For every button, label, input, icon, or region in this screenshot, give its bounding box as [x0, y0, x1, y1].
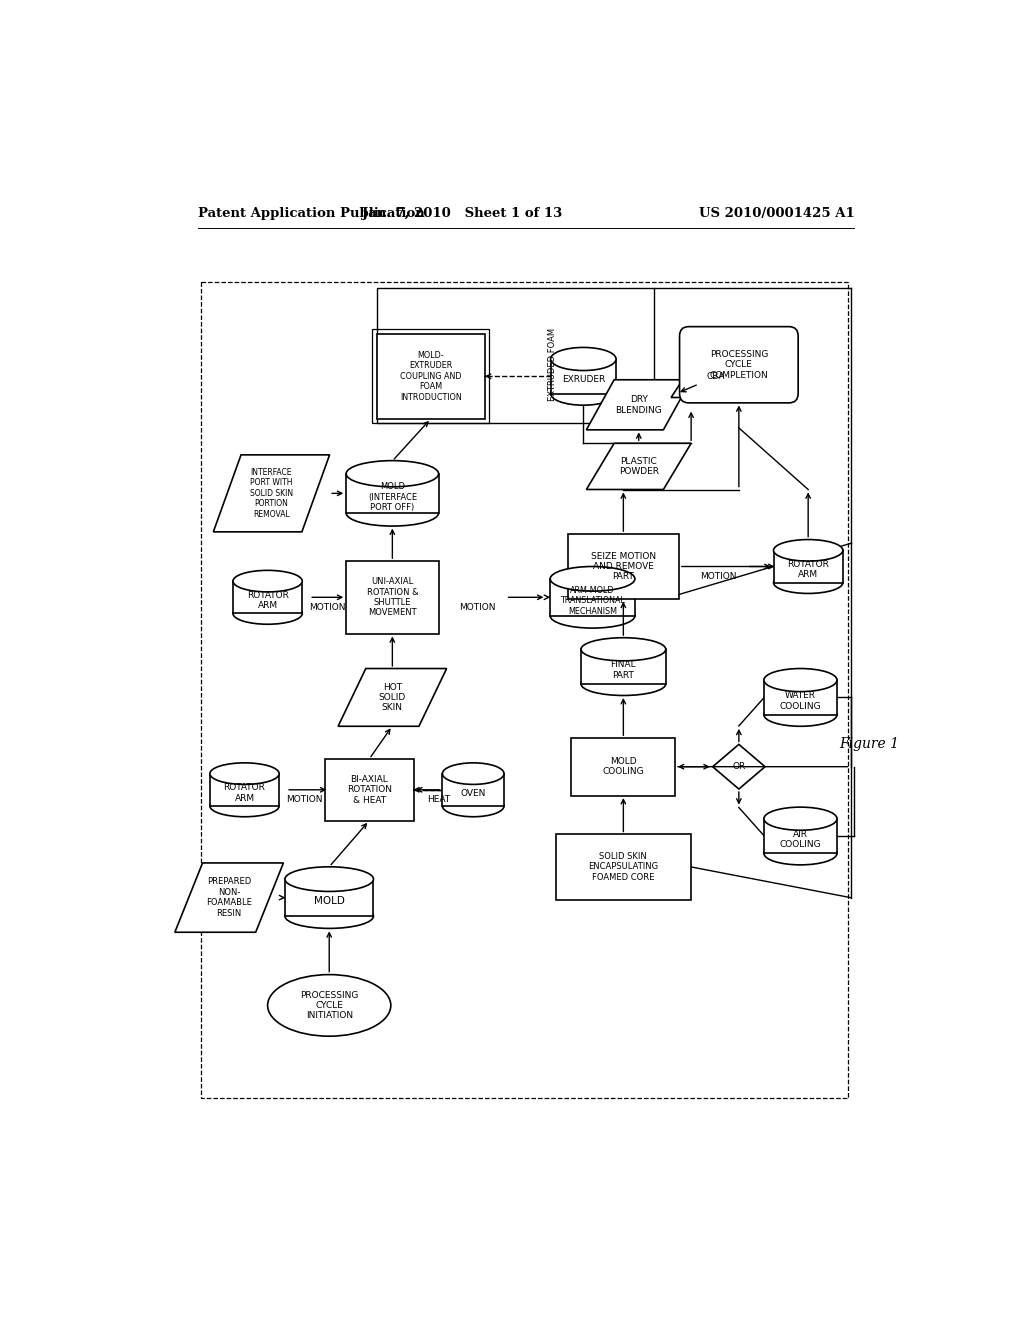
- Text: ROTATOR
ARM: ROTATOR ARM: [787, 560, 829, 579]
- Ellipse shape: [764, 668, 837, 692]
- Ellipse shape: [442, 795, 504, 817]
- Ellipse shape: [764, 842, 837, 865]
- Text: EXTRUDED FOAM: EXTRUDED FOAM: [548, 329, 557, 401]
- Ellipse shape: [267, 974, 391, 1036]
- Text: CBA: CBA: [707, 372, 725, 380]
- Bar: [233, 581, 302, 614]
- Ellipse shape: [581, 672, 666, 696]
- Bar: [581, 649, 666, 684]
- Ellipse shape: [233, 570, 302, 591]
- Polygon shape: [587, 380, 691, 430]
- Polygon shape: [175, 863, 284, 932]
- Ellipse shape: [764, 807, 837, 830]
- Text: HOT
SOLID
SKIN: HOT SOLID SKIN: [379, 682, 406, 713]
- Ellipse shape: [550, 603, 635, 628]
- Polygon shape: [587, 444, 691, 490]
- Text: SOLID SKIN
ENCAPSULATING
FOAMED CORE: SOLID SKIN ENCAPSULATING FOAMED CORE: [589, 851, 658, 882]
- Bar: [285, 879, 374, 916]
- Text: Figure 1: Figure 1: [839, 737, 899, 751]
- Polygon shape: [713, 744, 765, 789]
- Polygon shape: [213, 455, 330, 532]
- Text: MOTION: MOTION: [309, 603, 346, 611]
- Text: MOLD: MOLD: [313, 896, 345, 907]
- Ellipse shape: [346, 461, 438, 487]
- Bar: [210, 774, 280, 807]
- Ellipse shape: [773, 572, 843, 594]
- Bar: [373, 330, 489, 424]
- Text: PREPARED
NON-
FOAMABLE
RESIN: PREPARED NON- FOAMABLE RESIN: [206, 878, 252, 917]
- Ellipse shape: [210, 795, 280, 817]
- Bar: [764, 818, 837, 853]
- Text: FINAL
PART: FINAL PART: [610, 660, 636, 680]
- Bar: [764, 680, 837, 714]
- Text: UNI-AXIAL
ROTATION &
SHUTTLE
MOVEMENT: UNI-AXIAL ROTATION & SHUTTLE MOVEMENT: [367, 577, 418, 618]
- Text: ROTATOR
ARM: ROTATOR ARM: [223, 783, 265, 803]
- Ellipse shape: [551, 381, 616, 405]
- Bar: [377, 334, 484, 418]
- Text: PROCESSING
CYCLE
INITIATION: PROCESSING CYCLE INITIATION: [300, 990, 358, 1020]
- Ellipse shape: [442, 763, 504, 784]
- Text: INTERFACE
PORT WITH
SOLID SKIN
PORTION
REMOVAL: INTERFACE PORT WITH SOLID SKIN PORTION R…: [250, 469, 293, 519]
- Bar: [567, 533, 679, 599]
- Text: MOTION: MOTION: [286, 796, 323, 804]
- Text: ARM-MOLD
TRANSLATIONAL
MECHANISM: ARM-MOLD TRANSLATIONAL MECHANISM: [560, 586, 625, 616]
- Text: EXRUDER: EXRUDER: [562, 375, 605, 384]
- Ellipse shape: [551, 347, 616, 371]
- Bar: [550, 578, 635, 615]
- Polygon shape: [671, 355, 761, 397]
- Text: PLASTIC
POWDER: PLASTIC POWDER: [618, 457, 658, 477]
- Text: PROCESSING
CYCLE
COMPLETION: PROCESSING CYCLE COMPLETION: [710, 350, 768, 380]
- Text: OR: OR: [732, 762, 745, 771]
- Text: MOTION: MOTION: [460, 603, 496, 611]
- Bar: [346, 561, 438, 634]
- Text: US 2010/0001425 A1: US 2010/0001425 A1: [698, 207, 854, 220]
- Text: DRY
BLENDING: DRY BLENDING: [615, 395, 663, 414]
- Text: ROTATOR
ARM: ROTATOR ARM: [247, 591, 289, 610]
- Text: MOLD-
EXTRUDER
COUPLING AND
FOAM
INTRODUCTION: MOLD- EXTRUDER COUPLING AND FOAM INTRODU…: [400, 351, 462, 401]
- Ellipse shape: [581, 638, 666, 661]
- Ellipse shape: [346, 500, 438, 527]
- FancyBboxPatch shape: [680, 326, 798, 403]
- Text: MOLD
(INTERFACE
PORT OFF): MOLD (INTERFACE PORT OFF): [368, 482, 417, 512]
- Text: WATER
COOLING: WATER COOLING: [779, 692, 821, 710]
- Bar: [202, 281, 848, 1098]
- Polygon shape: [338, 668, 446, 726]
- Text: Jan. 7, 2010   Sheet 1 of 13: Jan. 7, 2010 Sheet 1 of 13: [361, 207, 562, 220]
- Text: HEAT: HEAT: [427, 796, 451, 804]
- Bar: [551, 359, 616, 393]
- Bar: [442, 774, 504, 807]
- Ellipse shape: [550, 566, 635, 591]
- Text: MOTION: MOTION: [700, 572, 737, 581]
- Text: Patent Application Publication: Patent Application Publication: [198, 207, 424, 220]
- Text: AIR
COOLING: AIR COOLING: [779, 830, 821, 849]
- Ellipse shape: [773, 540, 843, 561]
- Bar: [346, 474, 438, 513]
- Bar: [571, 738, 676, 796]
- Ellipse shape: [233, 603, 302, 624]
- Text: BI-AXIAL
ROTATION
& HEAT: BI-AXIAL ROTATION & HEAT: [347, 775, 392, 805]
- Text: OVEN: OVEN: [461, 788, 486, 797]
- Text: MOLD
COOLING: MOLD COOLING: [602, 756, 644, 776]
- Bar: [773, 550, 843, 582]
- Bar: [377, 288, 654, 422]
- Ellipse shape: [285, 904, 374, 928]
- Ellipse shape: [285, 867, 374, 891]
- Ellipse shape: [764, 704, 837, 726]
- Bar: [556, 834, 691, 899]
- Ellipse shape: [210, 763, 280, 784]
- Bar: [325, 759, 414, 821]
- Text: SEIZE MOTION
AND REMOVE
PART: SEIZE MOTION AND REMOVE PART: [591, 552, 656, 581]
